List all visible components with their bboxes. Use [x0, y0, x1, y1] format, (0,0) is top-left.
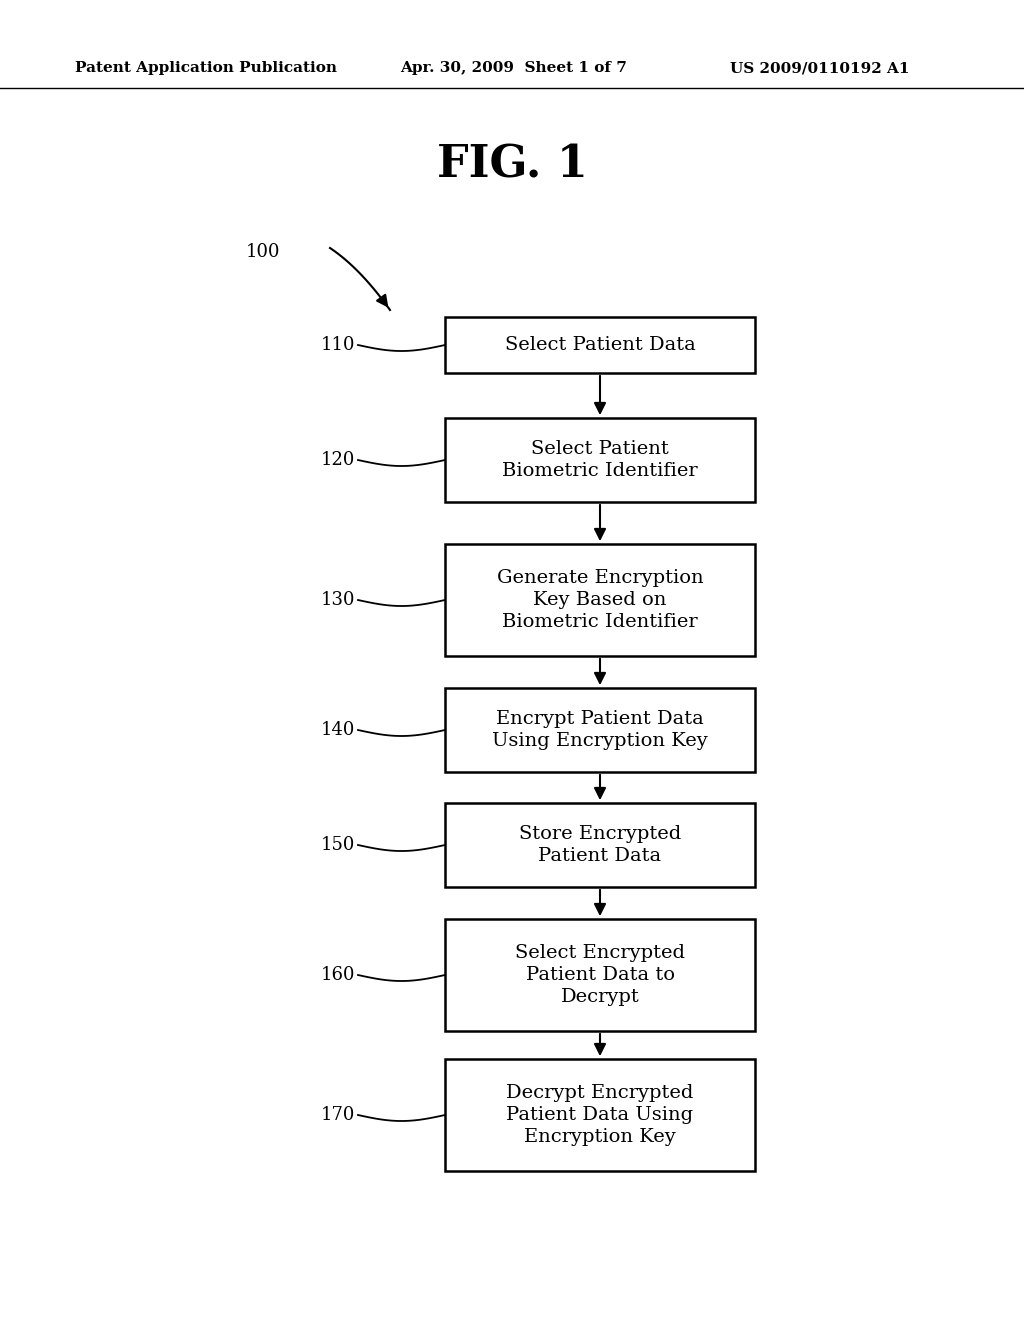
- Text: Encrypt Patient Data
Using Encryption Key: Encrypt Patient Data Using Encryption Ke…: [493, 710, 708, 750]
- Bar: [445, 919, 755, 1031]
- Text: 110: 110: [321, 337, 355, 354]
- Text: 120: 120: [321, 451, 355, 469]
- Bar: [445, 1059, 755, 1171]
- Text: 130: 130: [321, 591, 355, 609]
- Text: Patent Application Publication: Patent Application Publication: [75, 61, 337, 75]
- Text: Select Patient Data: Select Patient Data: [505, 337, 695, 354]
- Text: 160: 160: [321, 966, 355, 983]
- Text: Generate Encryption
Key Based on
Biometric Identifier: Generate Encryption Key Based on Biometr…: [497, 569, 703, 631]
- Text: Apr. 30, 2009  Sheet 1 of 7: Apr. 30, 2009 Sheet 1 of 7: [400, 61, 627, 75]
- Text: 100: 100: [246, 243, 280, 261]
- Bar: [445, 544, 755, 656]
- Text: Decrypt Encrypted
Patient Data Using
Encryption Key: Decrypt Encrypted Patient Data Using Enc…: [506, 1084, 693, 1146]
- Text: Store Encrypted
Patient Data: Store Encrypted Patient Data: [519, 825, 681, 865]
- Text: FIG. 1: FIG. 1: [436, 144, 588, 186]
- Text: 150: 150: [321, 836, 355, 854]
- Text: 170: 170: [321, 1106, 355, 1125]
- Bar: [445, 418, 755, 502]
- Text: Select Encrypted
Patient Data to
Decrypt: Select Encrypted Patient Data to Decrypt: [515, 944, 685, 1006]
- Text: US 2009/0110192 A1: US 2009/0110192 A1: [730, 61, 909, 75]
- Bar: [445, 688, 755, 772]
- Text: Select Patient
Biometric Identifier: Select Patient Biometric Identifier: [502, 440, 697, 480]
- Text: 140: 140: [321, 721, 355, 739]
- Bar: [445, 803, 755, 887]
- Bar: [445, 317, 755, 374]
